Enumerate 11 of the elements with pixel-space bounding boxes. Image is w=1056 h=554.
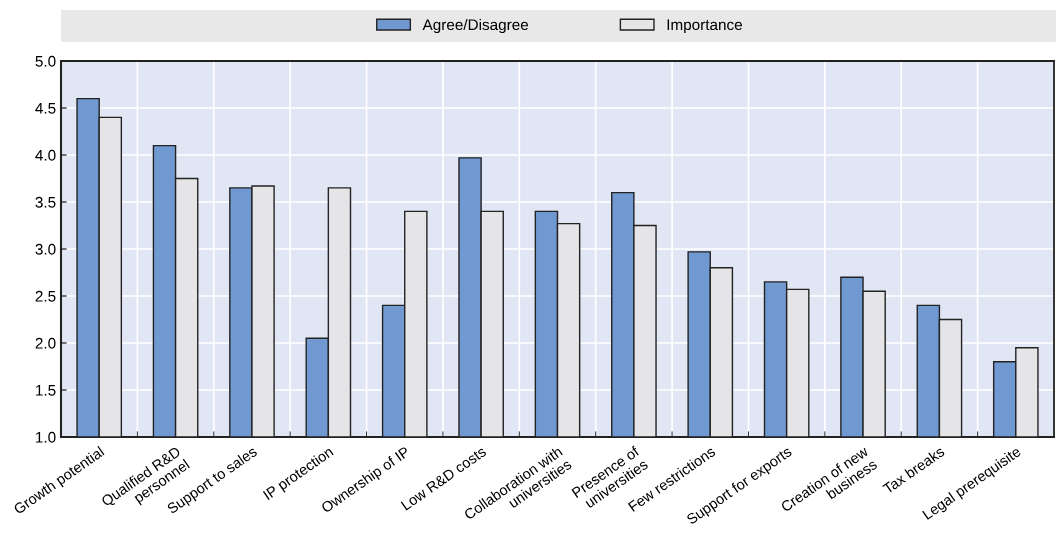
legend-label: Importance <box>667 19 742 34</box>
legend-label: Agree/Disagree <box>422 18 529 34</box>
y-tick-label: 3.5 <box>35 196 56 208</box>
y-tick-label: 5.0 <box>35 55 56 67</box>
y-tick-label: 4.0 <box>35 149 56 161</box>
y-tick-label: 1.5 <box>36 385 56 396</box>
y-tick-label: 4.5 <box>35 103 56 114</box>
y-tick-label: 2.0 <box>35 337 56 349</box>
y-tick-label: 1.0 <box>36 431 56 443</box>
y-tick-label: 2.5 <box>35 290 56 302</box>
y-tick-label: 3.0 <box>35 243 56 255</box>
